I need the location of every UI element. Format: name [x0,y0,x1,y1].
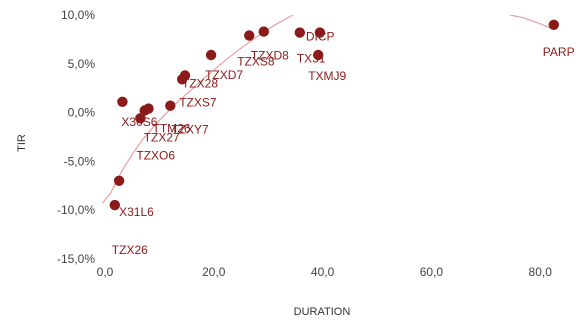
point-label: PARP [543,45,575,59]
data-points [109,19,559,211]
point-label: TZXS7 [179,95,217,109]
y-tick-label: 0,0% [68,106,96,120]
x-tick-label: 60,0 [420,265,444,279]
trend-line-segment-2 [510,15,555,31]
data-point[interactable] [205,49,217,61]
point-label: TXMJ9 [308,69,346,83]
y-axis-ticks: 10,0% 5,0% 0,0% -5,0% -10,0% -15,0% [57,8,95,266]
data-point[interactable] [109,199,121,211]
point-label: TZXD8 [251,49,289,63]
point-label: TZXD7 [205,68,243,82]
data-point[interactable] [313,49,324,61]
y-tick-label: -15,0% [57,252,95,266]
x-axis-ticks: 0,0 20,0 40,0 60,0 80,0 [97,265,553,279]
x-tick-label: 80,0 [529,265,553,279]
data-point[interactable] [165,100,176,111]
data-point[interactable] [294,27,305,38]
point-label: TZX27 [144,131,180,145]
point-label: TZXS8 [237,55,275,69]
y-tick-label: 5,0% [68,57,96,71]
point-label: TZX26 [112,243,148,257]
data-point[interactable] [135,113,146,124]
data-point[interactable] [258,26,269,37]
y-tick-label: 10,0% [61,8,95,22]
x-tick-label: 20,0 [202,265,226,279]
data-point[interactable] [548,19,559,30]
y-axis-title: TIR [16,134,28,152]
x-tick-label: 0,0 [97,265,114,279]
point-label: TX31 [297,52,326,66]
point-label: X31L6 [119,205,154,219]
data-point[interactable] [179,70,191,81]
data-point[interactable] [143,103,154,114]
point-label: TZXO6 [136,148,175,162]
point-label: X30S6 [121,115,157,129]
data-point[interactable] [117,96,128,108]
data-point[interactable] [314,27,326,38]
data-point[interactable] [113,175,125,186]
y-tick-label: -5,0% [64,154,96,168]
point-label: TTM26 [153,122,191,136]
x-axis-title: DURATION [294,306,351,318]
point-label: TZX28 [182,77,218,91]
point-label: DICP [306,30,335,44]
data-point[interactable] [244,30,255,41]
x-tick-label: 40,0 [311,265,335,279]
point-label: TZXY7 [171,123,209,137]
y-tick-label: -10,0% [57,203,95,217]
